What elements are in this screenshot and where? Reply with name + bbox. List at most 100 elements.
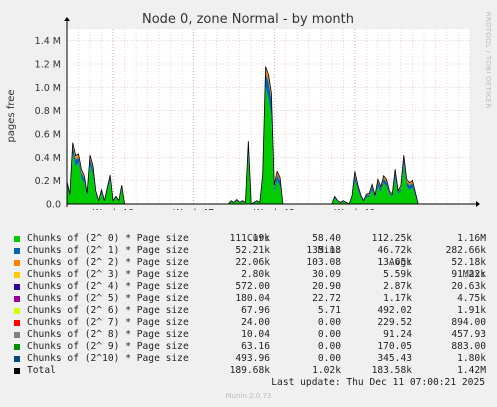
legend-name: Chunks of (2^ 4) * Page size [27,281,189,292]
legend-min: 0.00 [317,329,341,340]
legend-cur: 22.06k [235,257,270,268]
legend-min: 103.08 [306,257,341,268]
legend-name: Chunks of (2^ 3) * Page size [27,269,189,280]
legend-row: Chunks of (2^ 8) * Page size 10.04 0.00 91.… [14,329,486,341]
legend-row: Chunks of (2^ 1) * Page size 52.21k 135.18… [14,245,486,257]
munin-version: Munin 2.0.73 [225,392,272,400]
legend-max: 1.80k [457,353,486,364]
legend-avg: 492.02 [377,305,412,316]
legend-row: Chunks of (2^ 4) * Page size 572.00 20.90 2… [14,281,486,293]
y-tick-label: 1.0 M [35,83,61,94]
x-tick-label: Week 49 [334,208,375,210]
legend-cur: 52.21k [235,245,270,256]
y-axis-arrow [64,17,70,21]
legend-row: Chunks of (2^ 0) * Page size 111.19k 58.40… [14,233,486,245]
legend-max: 4.75k [457,293,486,304]
legend-min: 1.02k [312,365,341,376]
legend-max: 883.00 [451,341,486,352]
legend-cur: 67.96 [241,305,270,316]
legend-avg: 46.72k [377,245,412,256]
legend-swatch [14,332,20,338]
legend-swatch [14,272,20,278]
legend-header-avg: Avg: [388,257,412,268]
legend-swatch [14,248,20,254]
y-tick-label: 1.2 M [35,60,61,71]
legend-avg: 229.52 [377,317,412,328]
legend-min: 135.18 [306,245,341,256]
legend-name: Chunks of (2^ 8) * Page size [27,329,189,340]
legend-min: 0.00 [317,353,341,364]
legend-min: 0.00 [317,341,341,352]
legend-min: 5.71 [317,305,341,316]
legend-swatch [14,260,20,266]
legend-avg: 112.25k [371,233,412,244]
legend-rows: Chunks of (2^ 0) * Page size 111.19k 58.40… [14,233,486,377]
legend-row: Chunks of (2^ 6) * Page size 67.96 5.71 492… [14,305,486,317]
legend-cur: 111.19k [229,233,270,244]
legend-name: Chunks of (2^ 6) * Page size [27,305,189,316]
legend-min: 30.09 [312,269,341,280]
legend-min: 0.00 [317,317,341,328]
legend-row: Total 189.68k 1.02k 183.58k 1.42M [14,365,486,377]
legend-cur: 10.04 [241,329,270,340]
rrdtool-credit: RRDTOOL / TOBI OETIKER [484,12,492,109]
legend-avg: 13.65k [377,257,412,268]
y-tick-label: 0.2 M [35,176,61,187]
legend-max: 1.91k [457,305,486,316]
legend: Cur: Min: Avg: Max: Chunks of (2^ 0) * P… [14,221,486,377]
legend-avg: 345.43 [377,353,412,364]
y-tick-label: 0.4 M [35,153,61,164]
x-tick-label: Week 47 [173,208,214,210]
legend-name: Chunks of (2^ 9) * Page size [27,341,189,352]
legend-avg: 170.05 [377,341,412,352]
legend-max: 1.42M [457,365,486,376]
x-axis-arrow [476,201,480,207]
legend-swatch [14,320,20,326]
legend-row: Chunks of (2^ 5) * Page size 180.04 22.72 1… [14,293,486,305]
axes [64,17,480,207]
x-tick-label: Week 48 [254,208,295,210]
legend-name: Total [27,365,56,376]
legend-name: Chunks of (2^ 5) * Page size [27,293,189,304]
legend-cur: 63.16 [241,341,270,352]
y-tick-label: 0.6 M [35,130,61,141]
legend-swatch [14,368,20,374]
legend-name: Chunks of (2^ 7) * Page size [27,317,189,328]
y-tick-label: 1.4 M [35,36,61,47]
legend-swatch [14,308,20,314]
legend-avg: 2.87k [383,281,412,292]
y-tick-labels: 0.0 0.2 M 0.4 M 0.6 M 0.8 M 1.0 M 1.2 M 1.4 M [35,36,61,210]
stacked-area-chart: Node 0, zone Normal - by month pages fre… [6,12,492,219]
legend-avg: 91.24 [383,329,412,340]
legend-max: 52.18k [451,257,486,268]
legend-row: Chunks of (2^ 3) * Page size 2.80k 30.09 5.… [14,269,486,281]
legend-name: Chunks of (2^ 2) * Page size [27,257,189,268]
legend-header-min: Min: [317,245,341,256]
legend-cur: 572.00 [235,281,270,292]
legend-swatch [14,284,20,290]
y-axis-label: pages free [6,89,17,142]
legend-row: Chunks of (2^ 2) * Page size 22.06k 103.08… [14,257,486,269]
legend-cur: 493.96 [235,353,270,364]
legend-min: 58.40 [312,233,341,244]
y-tick-label: 0.8 M [35,106,61,117]
series-area-0 [67,87,470,204]
legend-swatch [14,356,20,362]
legend-min: 22.72 [312,293,341,304]
legend-name: Chunks of (2^ 1) * Page size [27,245,189,256]
legend-max: 457.93 [451,329,486,340]
series-areas [66,66,470,205]
x-tick-label: Week 46 [92,208,133,210]
total-line [66,66,470,205]
series-area-1 [67,73,470,204]
y-tick-label: 0.0 [46,200,61,211]
legend-avg: 1.17k [383,293,412,304]
last-update: Last update: Thu Dec 11 07:00:21 2025 [271,377,485,388]
legend-cur: 180.04 [235,293,270,304]
legend-avg: 5.59k [383,269,412,280]
legend-cur: 2.80k [241,269,270,280]
legend-avg: 183.58k [371,365,412,376]
legend-header-max: Max: [462,269,486,280]
legend-header: Cur: Min: Avg: Max: [14,221,486,280]
